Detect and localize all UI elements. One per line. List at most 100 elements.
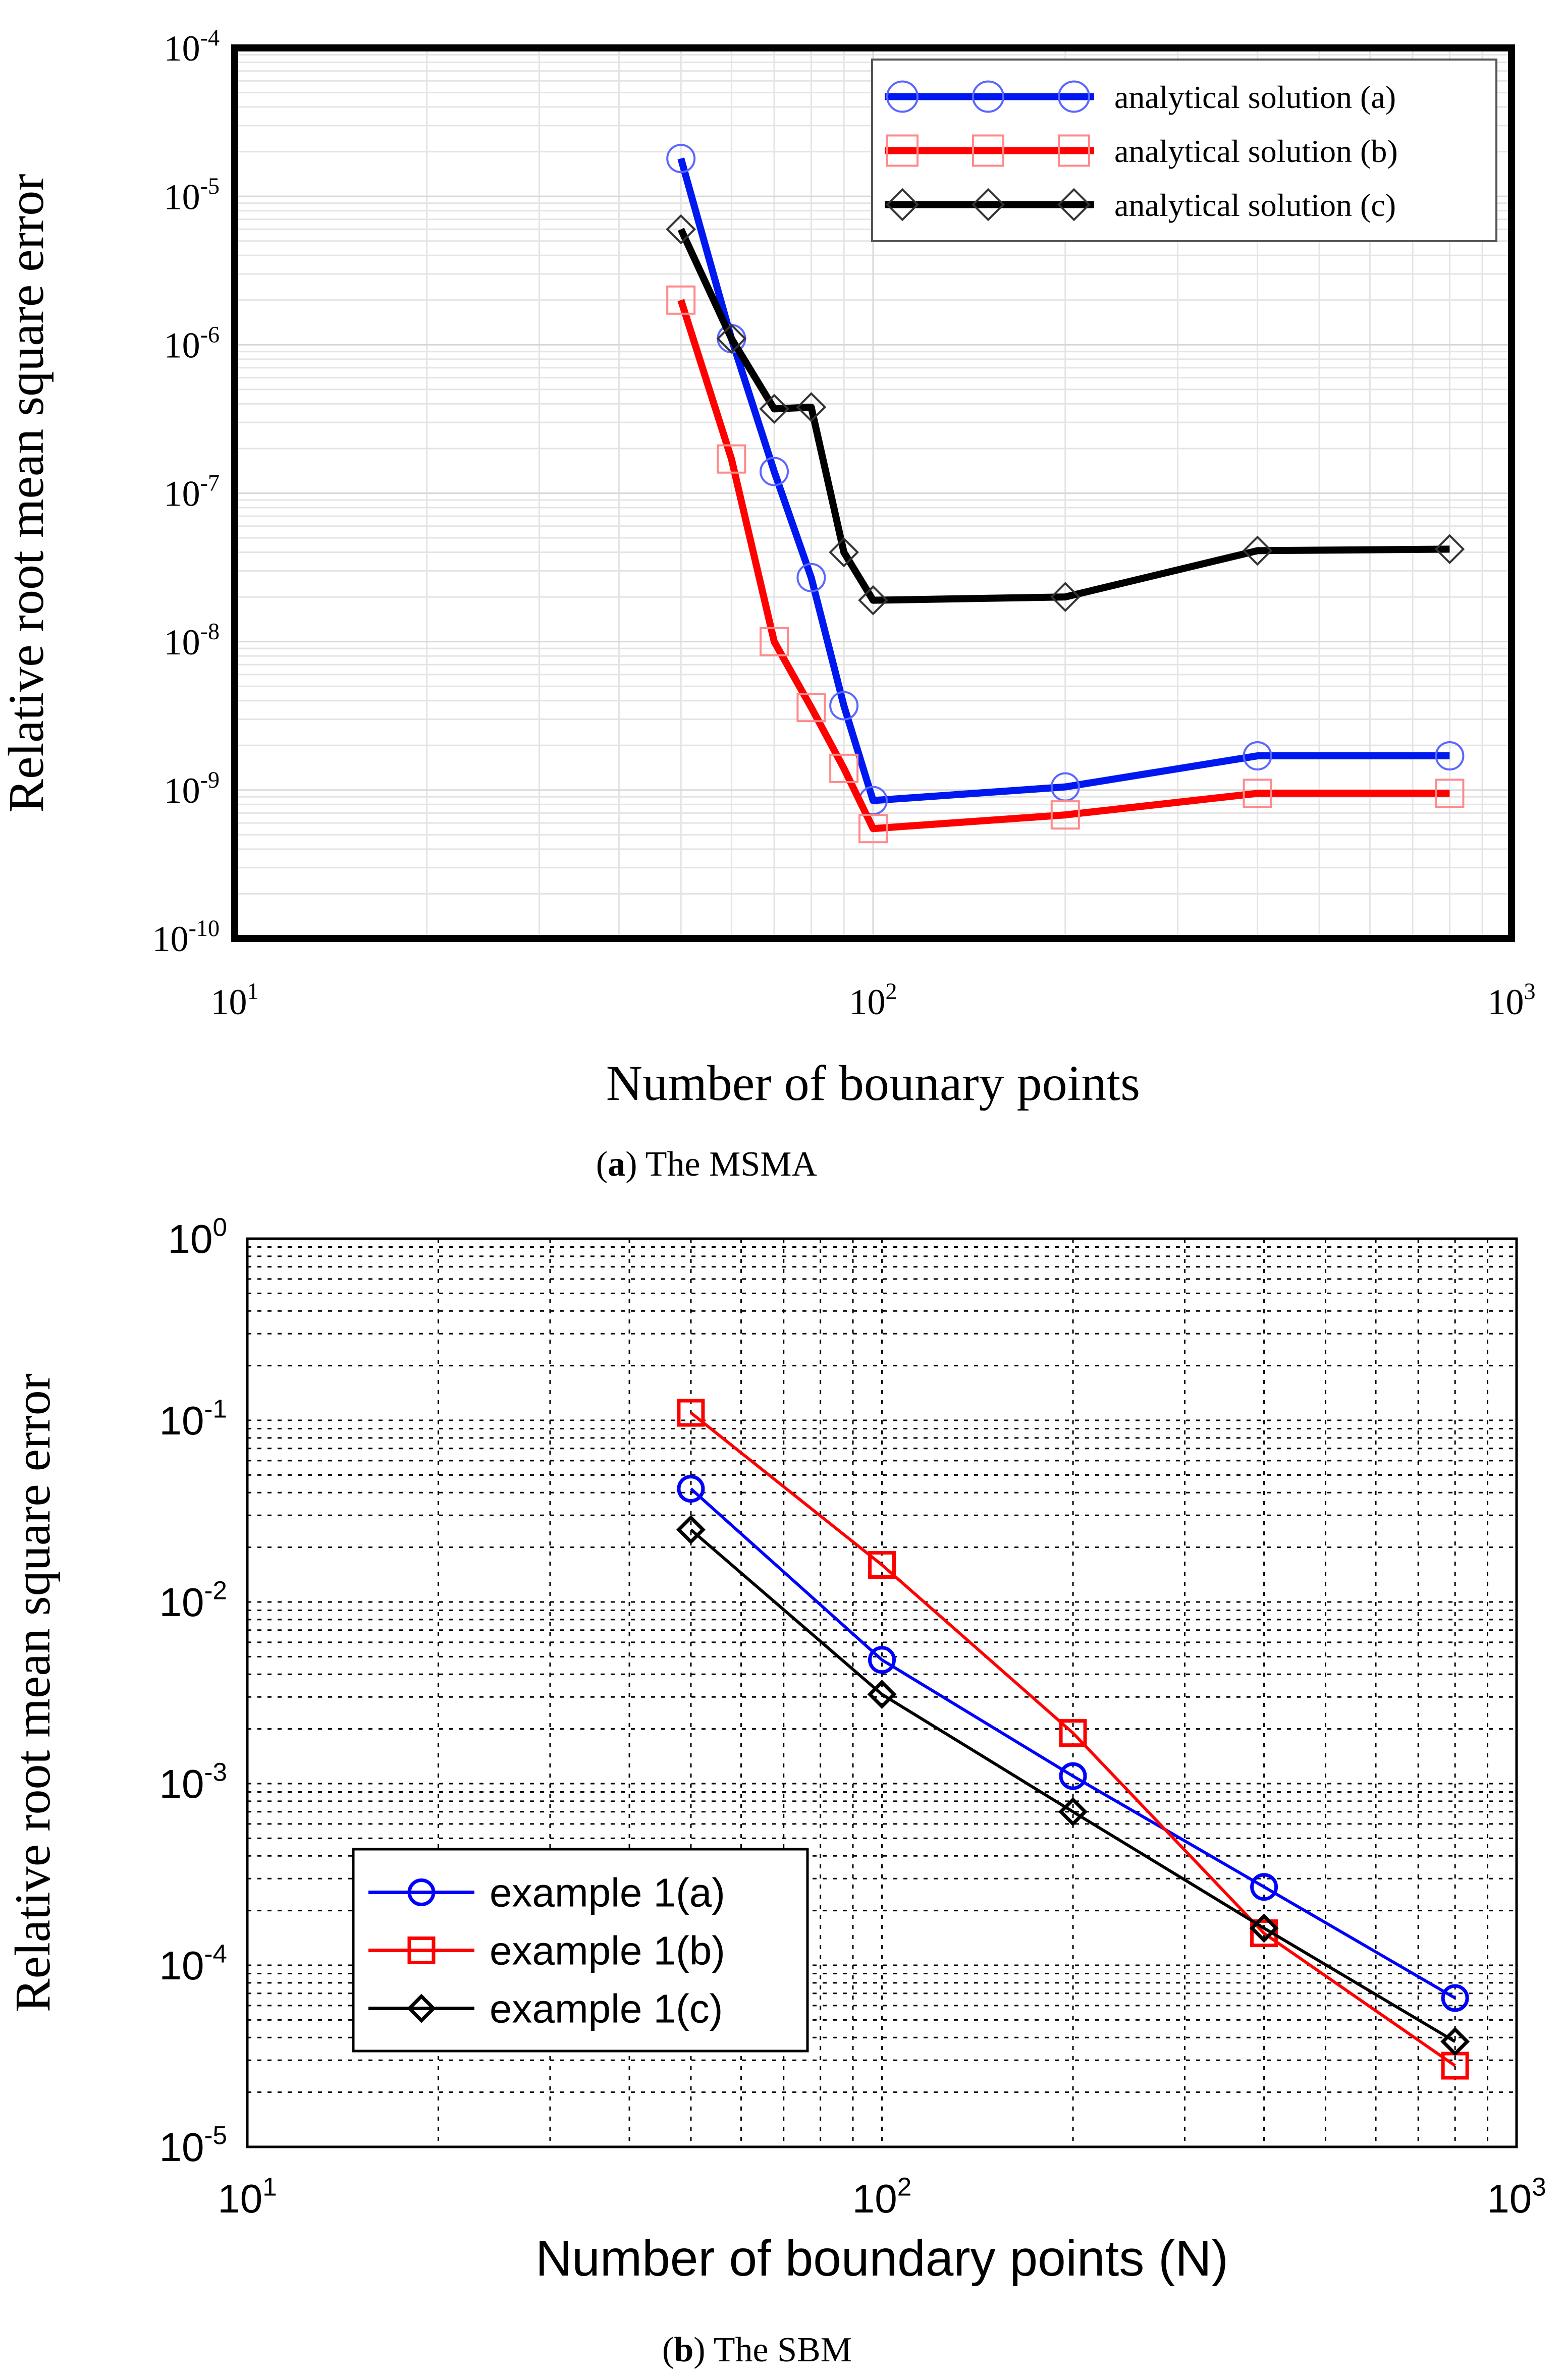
legend-marker [1057, 188, 1091, 222]
data-point [1434, 534, 1465, 565]
plot-frame [231, 44, 1515, 942]
series-3 [666, 214, 1465, 616]
figure-caption: (b) The SBM [662, 2331, 852, 2369]
x-axis-label: Number of bounary points [606, 1055, 1140, 1111]
legend-entry-3: example 1(c) [368, 1986, 723, 2031]
legend-marker [407, 1936, 436, 1964]
data-point [829, 691, 859, 721]
data-point [1243, 779, 1272, 808]
data-point [1435, 779, 1465, 808]
y-tick-label: 10-5 [159, 2121, 228, 2170]
legend-marker [1058, 80, 1090, 113]
series-line [677, 157, 1450, 804]
data-point [796, 693, 826, 723]
series-3 [676, 1515, 1470, 2057]
legend-label: analytical solution (a) [1114, 79, 1396, 115]
legend-entry-2: analytical solution (b) [885, 133, 1398, 169]
legend-marker [886, 134, 919, 167]
y-tick-label: 10-4 [164, 25, 220, 69]
legend-marker [972, 80, 1004, 113]
legend-entry-3: analytical solution (c) [885, 187, 1396, 223]
x-tick-label: 103 [1487, 2172, 1546, 2221]
x-tick-label: 102 [852, 2172, 911, 2221]
legend: analytical solution (a) analytical soluti… [871, 59, 1497, 242]
y-tick-label: 10-6 [164, 321, 220, 365]
data-point [1242, 535, 1273, 566]
data-point [829, 537, 859, 568]
y-axis-label: Relative root mean square error [5, 1373, 61, 2012]
data-point [1059, 1762, 1087, 1790]
data-point [1059, 1719, 1087, 1747]
series-1 [677, 1475, 1469, 2012]
y-tick-label: 100 [168, 1212, 227, 1261]
x-tick-label: 101 [218, 2172, 277, 2221]
data-point [677, 1399, 705, 1427]
x-tick-label: 101 [210, 978, 258, 1022]
series-1 [666, 144, 1465, 815]
y-tick-label: 10-10 [152, 915, 220, 959]
data-point [666, 144, 696, 174]
data-point [868, 1551, 896, 1579]
data-point [666, 285, 696, 315]
legend-label: example 1(c) [490, 1986, 723, 2031]
data-point [1250, 1919, 1278, 1948]
x-axis-label: Number of boundary points (N) [535, 2230, 1228, 2287]
data-point [760, 627, 789, 656]
data-point [1243, 741, 1272, 771]
chart-b: 101 102 103 10-5 10-4 10-3 10-2 10-1 100 Number o… [5, 1212, 1546, 2369]
data-point [868, 1646, 896, 1674]
legend-label: analytical solution (b) [1114, 133, 1398, 169]
data-point [1249, 1913, 1279, 1943]
legend-marker [407, 1878, 436, 1906]
y-tick-label: 10-8 [164, 619, 220, 662]
legend-label: example 1(b) [490, 1928, 725, 1973]
data-point [796, 563, 826, 592]
y-tick-label: 10-1 [159, 1394, 228, 1443]
data-point [759, 394, 789, 424]
x-tick-label: 102 [849, 978, 897, 1022]
legend-label: analytical solution (c) [1114, 187, 1396, 223]
series-line [689, 1528, 1456, 2043]
legend: example 1(a) example 1(b) example 1(c) [352, 1848, 809, 2053]
legend-marker [972, 134, 1004, 167]
data-point [1440, 2027, 1470, 2057]
figure-caption: (a) The MSMA [596, 1145, 818, 1184]
series-2 [666, 285, 1465, 844]
data-point [796, 392, 827, 422]
data-point [1250, 1873, 1278, 1901]
chart-a: 101 102 103 10-10 10-9 10-8 10-7 10-6 10-5 10-4 Nu… [0, 25, 1536, 1184]
data-point [1050, 582, 1081, 612]
series-2 [677, 1399, 1469, 2080]
plot-frame [246, 1237, 1518, 2148]
legend-marker [1058, 134, 1090, 167]
legend-marker [972, 188, 1005, 222]
y-tick-label: 10-5 [164, 173, 220, 217]
data-point [676, 1515, 706, 1544]
data-point [829, 753, 859, 783]
y-tick-label: 10-3 [159, 1757, 228, 1806]
data-point [1050, 800, 1080, 830]
y-tick-label: 10-2 [159, 1576, 228, 1625]
data-point [1435, 741, 1465, 771]
data-point [1058, 1797, 1088, 1826]
series-line [677, 299, 1450, 833]
data-point [677, 1475, 705, 1503]
legend-marker [407, 1994, 436, 2023]
legend-marker [886, 80, 919, 113]
data-point [717, 444, 746, 474]
legend-entry-2: example 1(b) [368, 1928, 725, 1973]
series-line [689, 1487, 1456, 2000]
data-point [1441, 1984, 1469, 2012]
legend-entry-1: example 1(a) [368, 1870, 725, 1915]
legend-label: example 1(a) [490, 1870, 725, 1915]
data-point [666, 214, 696, 245]
data-point [716, 323, 747, 354]
x-tick-label: 103 [1487, 978, 1535, 1022]
legend-marker [886, 188, 919, 222]
series-line [677, 228, 1450, 604]
y-tick-label: 10-9 [164, 767, 220, 811]
data-point [858, 585, 888, 616]
legend-entry-1: analytical solution (a) [885, 79, 1396, 115]
y-tick-label: 10-7 [164, 470, 220, 514]
